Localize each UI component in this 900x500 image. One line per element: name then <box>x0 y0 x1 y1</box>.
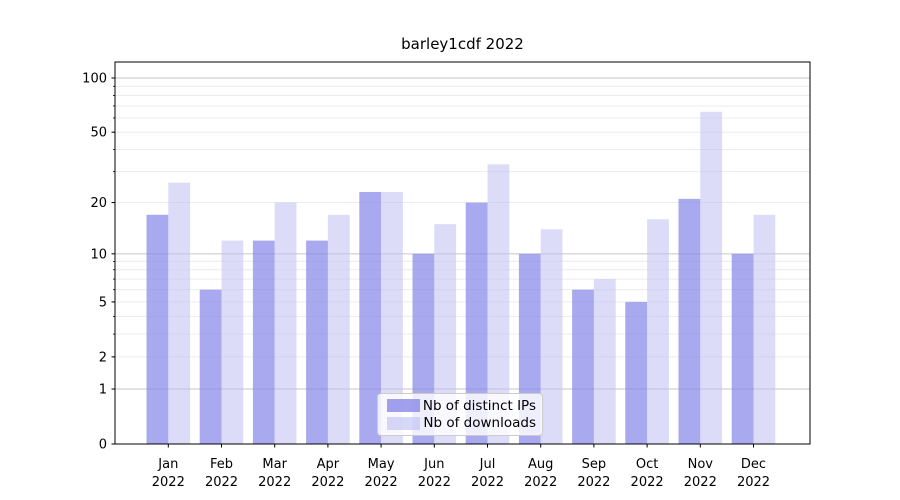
x-tick-label-year: 2022 <box>631 475 664 490</box>
y-tick-label: 20 <box>90 196 107 211</box>
bar-distinct-ips-sep <box>572 289 594 444</box>
x-tick-label-month: Jan <box>157 457 178 472</box>
x-tick-label-month: Jun <box>423 457 444 472</box>
legend: Nb of distinct IPs Nb of downloads <box>377 393 543 436</box>
x-tick-label-month: Aug <box>528 457 553 472</box>
chart-title: barley1cdf 2022 <box>401 35 524 53</box>
plot-border <box>114 61 811 445</box>
bar-distinct-ips-nov <box>678 198 701 444</box>
y-tick-label: 0 <box>99 438 107 453</box>
y-tick-label: 5 <box>99 295 107 310</box>
x-tick-label-month: Dec <box>741 457 766 472</box>
x-tick-label-year: 2022 <box>152 475 185 490</box>
x-tick-label-month: Apr <box>317 457 340 472</box>
bar-downloads-nov <box>700 111 723 444</box>
legend-label-downloads: Nb of downloads <box>423 415 536 432</box>
x-tick-label-year: 2022 <box>471 475 504 490</box>
x-tick-label-year: 2022 <box>524 475 557 490</box>
bar-downloads-oct <box>647 219 669 444</box>
x-tick-label-month: May <box>368 457 395 472</box>
bar-downloads-mar <box>274 202 297 444</box>
x-tick-label-month: Feb <box>210 457 233 472</box>
bar-distinct-ips-oct <box>625 301 648 444</box>
x-tick-label-month: Oct <box>636 457 658 472</box>
x-tick-label-month: Nov <box>688 457 714 472</box>
x-tick-label-year: 2022 <box>311 475 344 490</box>
x-tick-label-month: Jul <box>479 457 496 472</box>
bar-distinct-ips-mar <box>252 240 275 444</box>
bar-downloads-dec <box>753 214 776 444</box>
x-tick-label-year: 2022 <box>684 475 717 490</box>
y-tick-label: 1 <box>99 383 107 398</box>
bar-distinct-ips-apr <box>306 240 328 444</box>
bar-downloads-jun <box>434 224 457 444</box>
legend-label-distinct-ips: Nb of distinct IPs <box>422 397 536 414</box>
x-tick-label-month: Mar <box>262 457 287 472</box>
x-tick-label-year: 2022 <box>365 475 398 490</box>
bar-distinct-ips-may <box>359 191 382 444</box>
legend-swatch-downloads <box>387 416 420 430</box>
bar-distinct-ips-jul <box>465 202 488 444</box>
bar-downloads-sep <box>593 279 616 444</box>
legend-item-distinct-ips: Nb of distinct IPs <box>387 398 536 414</box>
bar-downloads-feb <box>221 240 244 444</box>
bar-downloads-may <box>381 191 403 444</box>
bar-downloads-aug <box>540 229 563 444</box>
x-tick-label-year: 2022 <box>205 475 238 490</box>
y-tick-label: 50 <box>90 126 107 141</box>
legend-item-downloads: Nb of downloads <box>387 415 536 431</box>
x-tick-label-year: 2022 <box>737 475 770 490</box>
x-tick-label-year: 2022 <box>258 475 291 490</box>
bar-distinct-ips-dec <box>731 253 754 444</box>
bar-downloads-jan <box>168 182 191 444</box>
x-tick-label-year: 2022 <box>418 475 451 490</box>
bar-distinct-ips-jan <box>146 214 169 444</box>
bar-downloads-apr <box>327 214 350 444</box>
x-tick-label-month: Sep <box>582 457 607 472</box>
legend-swatch-distinct-ips <box>387 399 420 413</box>
y-tick-label: 100 <box>82 72 107 87</box>
y-tick-label: 2 <box>99 350 107 365</box>
x-tick-label-year: 2022 <box>577 475 610 490</box>
bar-downloads-jul <box>487 164 510 444</box>
bar-distinct-ips-feb <box>199 289 222 444</box>
y-tick-label: 10 <box>90 247 107 262</box>
